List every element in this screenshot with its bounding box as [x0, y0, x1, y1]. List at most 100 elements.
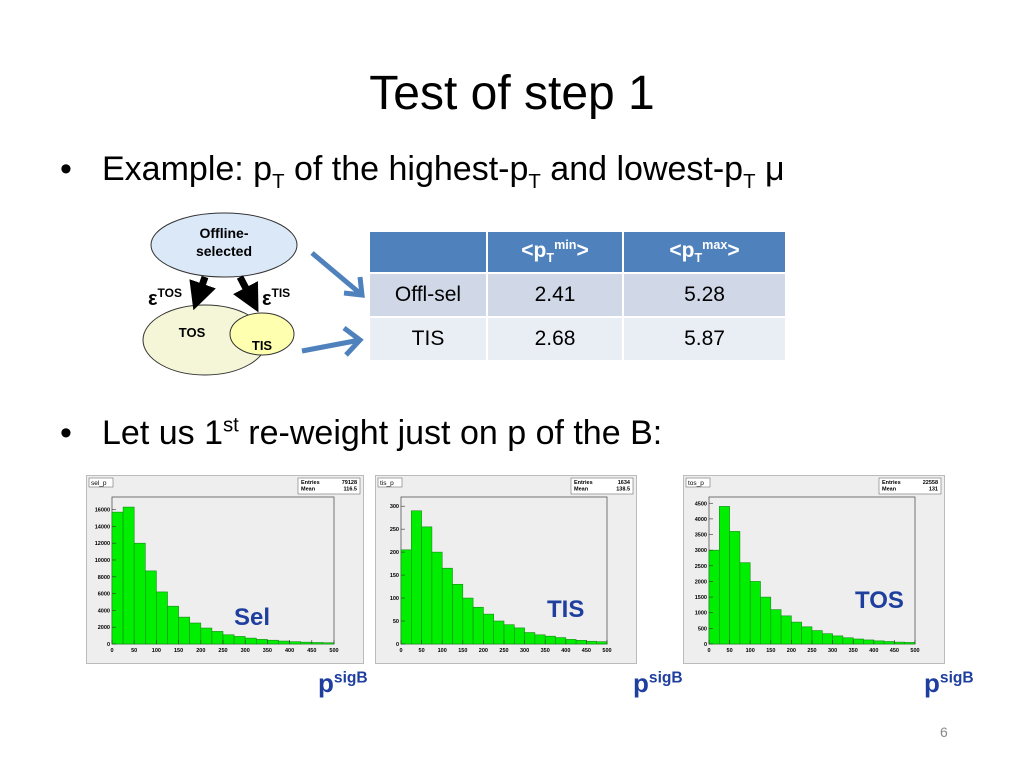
bullet: • Example: pT of the highest-pT and lowes… — [60, 150, 785, 194]
bar — [462, 597, 474, 645]
node-label: TOS — [179, 325, 206, 340]
y-tick-label: 2500 — [695, 564, 707, 570]
bar — [483, 613, 495, 645]
bar — [267, 639, 279, 645]
bar — [544, 635, 556, 645]
y-tick-label: 150 — [390, 573, 399, 579]
x-tick-label: 350 — [263, 648, 272, 654]
x-tick-label: 250 — [499, 648, 508, 654]
stat-value: 1634 — [618, 480, 631, 486]
bar — [718, 506, 730, 645]
cell: 2.68 — [486, 316, 624, 362]
text: sigB — [648, 669, 683, 687]
table: <pTmin> <pTmax> Offl-sel 2.41 5.28 TIS 2.68… — [368, 230, 787, 362]
y-tick-label: 6000 — [98, 592, 110, 598]
bar — [222, 634, 235, 645]
text: ε — [262, 288, 272, 310]
x-tick-label: 150 — [766, 648, 775, 654]
x-axis-label: psigB — [318, 668, 368, 699]
bullet: • Let us 1st re-weight just on p of the B… — [60, 414, 662, 453]
y-tick-label: 1000 — [695, 611, 707, 617]
text: <p — [521, 239, 547, 263]
y-tick-label: 4000 — [695, 517, 707, 523]
bar — [904, 642, 916, 645]
bar — [524, 632, 536, 645]
stat-value: 138.5 — [616, 487, 630, 493]
bar — [534, 634, 546, 645]
x-tick-label: 50 — [419, 648, 425, 654]
text: p — [318, 668, 334, 698]
bar — [842, 637, 854, 645]
bar — [739, 562, 751, 645]
x-tick-label: 0 — [110, 648, 113, 654]
edge-label: εTOS — [148, 286, 182, 310]
x-tick-label: 350 — [541, 648, 550, 654]
y-tick-label: 0 — [396, 642, 399, 648]
x-tick-label: 250 — [807, 648, 816, 654]
bar — [421, 526, 433, 645]
histogram: 0 2000 4000 6000 8000 10000 12000 14000 16000 0 50… — [86, 475, 364, 664]
arrow — [301, 326, 364, 357]
bar — [300, 641, 313, 645]
row: Offl-sel 2.41 5.28 — [368, 272, 787, 318]
bar — [749, 581, 761, 645]
x-tick-label: 450 — [307, 648, 316, 654]
text: T — [694, 251, 703, 266]
bar — [156, 591, 168, 645]
x-tick-label: 200 — [196, 648, 205, 654]
y-tick-label: 3000 — [695, 548, 707, 554]
row: TIS 2.68 5.87 — [368, 316, 787, 362]
x-tick-label: 450 — [890, 648, 899, 654]
text: <p — [669, 239, 695, 263]
offline-node — [150, 212, 298, 278]
hist-title: tis_p — [380, 480, 394, 487]
x-tick-label: 400 — [561, 648, 570, 654]
stats-box — [878, 477, 942, 495]
diagram: Offline-selected TOS TIS εTOS εTIS — [142, 212, 365, 376]
stat-value: 116.5 — [344, 487, 357, 493]
title-box — [685, 477, 711, 488]
y-tick-label: 50 — [393, 619, 399, 625]
bar — [200, 627, 213, 645]
x-tick-label: 100 — [152, 648, 161, 654]
bar — [514, 627, 525, 645]
histogram: 0 50 100 150 200 250 300 0 50 100 150 200 250 300 350 4… — [375, 475, 637, 664]
bar — [256, 639, 268, 645]
stats-box — [570, 477, 634, 495]
text: p — [633, 668, 649, 698]
text: > — [576, 239, 589, 263]
bar — [780, 615, 792, 645]
edge-label: εTIS — [262, 286, 290, 310]
bar — [178, 616, 190, 645]
x-tick-label: 0 — [399, 648, 402, 654]
histogram: 0 500 1000 1500 2000 2500 3000 3500 4000 4500 0 50 1… — [683, 475, 945, 664]
y-tick-label: 2000 — [98, 625, 110, 631]
bar — [233, 636, 246, 645]
x-tick-label: 500 — [602, 648, 611, 654]
stat-label: Mean — [301, 487, 316, 493]
hist-label: TOS — [855, 587, 904, 614]
y-tick-label: 12000 — [95, 541, 110, 547]
text: ε — [148, 288, 158, 310]
bar — [431, 551, 443, 645]
header-cell — [368, 230, 488, 274]
hist-label: Sel — [234, 604, 270, 631]
y-tick-label: 200 — [390, 550, 399, 556]
stats-box — [297, 477, 361, 495]
y-tick-label: 8000 — [98, 575, 110, 581]
hist-title: sel_p — [91, 480, 107, 487]
stat-label: Entries — [574, 480, 593, 486]
text: TIS — [272, 286, 291, 300]
y-tick-label: 16000 — [95, 508, 110, 514]
bar — [555, 637, 567, 645]
y-tick-label: 0 — [704, 642, 707, 648]
y-tick-label: 250 — [390, 527, 399, 533]
bar — [322, 642, 335, 645]
bar — [472, 606, 484, 645]
slide-title: Test of step 1 — [369, 67, 655, 120]
y-tick-label: 4500 — [695, 501, 707, 507]
cell: 2.41 — [486, 272, 624, 318]
node-label: TIS — [252, 338, 273, 353]
header-row: <pTmin> <pTmax> — [368, 230, 787, 274]
